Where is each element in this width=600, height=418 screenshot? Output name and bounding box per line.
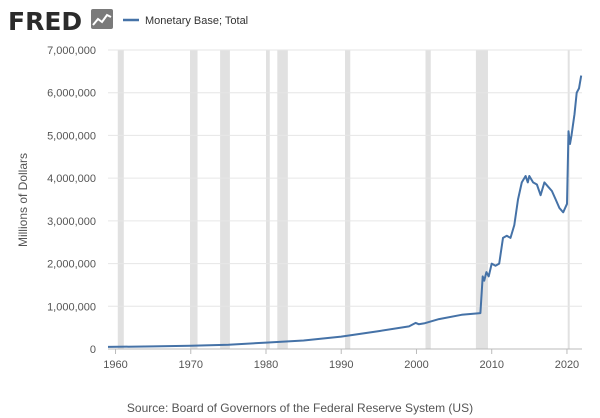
legend-label: Monetary Base; Total — [145, 15, 248, 27]
y-tick-label: 4,000,000 — [47, 173, 96, 185]
y-tick-label: 6,000,000 — [47, 88, 96, 100]
x-tick-labels: 1960 1970 1980 1990 2000 2010 2020 — [103, 349, 579, 371]
logo-text: FRED — [8, 7, 82, 36]
x-tick-label: 2010 — [479, 359, 503, 371]
y-tick-labels: 0 1,000,000 2,000,000 3,000,000 4,000,000 5,0… — [47, 45, 96, 356]
legend: Monetary Base; Total — [123, 15, 248, 27]
recession-band-8 — [567, 50, 570, 349]
recession-band-4 — [277, 50, 288, 349]
recession-band-1 — [190, 50, 198, 349]
y-tick-label: 5,000,000 — [47, 130, 96, 142]
y-tick-label: 7,000,000 — [47, 45, 96, 57]
x-tick-label: 1970 — [179, 359, 203, 371]
x-tick-label: 2000 — [404, 359, 428, 371]
x-tick-label: 1960 — [103, 359, 127, 371]
series-line-0 — [107, 75, 583, 348]
fred-logo[interactable]: FRED — [8, 7, 113, 36]
recession-band-0 — [117, 50, 124, 349]
y-tick-label: 0 — [90, 344, 96, 356]
line-chart-icon — [91, 9, 113, 29]
recession-band-3 — [266, 50, 270, 349]
y-tick-label: 3,000,000 — [47, 216, 96, 228]
recession-band-6 — [425, 50, 431, 349]
x-tick-label: 2020 — [555, 359, 579, 371]
recession-band-5 — [345, 50, 351, 349]
y-tick-label: 1,000,000 — [47, 301, 96, 313]
recession-bands — [117, 50, 570, 349]
gridlines — [108, 49, 582, 350]
x-tick-label: 1980 — [254, 359, 278, 371]
source-note: Source: Board of Governors of the Federa… — [127, 401, 473, 415]
recession-band-2 — [220, 50, 230, 349]
y-tick-label: 2,000,000 — [47, 259, 96, 271]
x-tick-label: 1990 — [329, 359, 353, 371]
y-axis-label: Millions of Dollars — [16, 153, 30, 247]
series-layer — [107, 75, 583, 348]
